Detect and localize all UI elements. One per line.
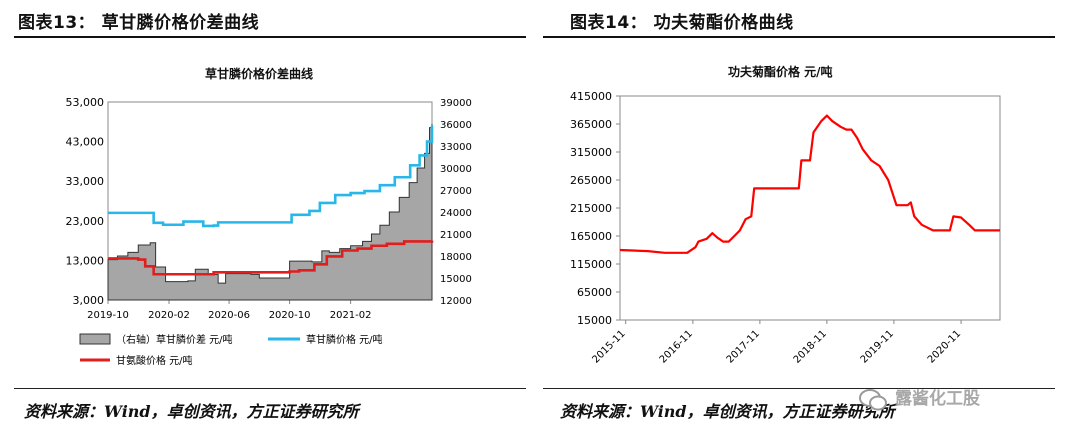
y-right-tick: 21000 <box>440 230 472 241</box>
y-right-tick: 15000 <box>440 274 472 285</box>
glyphosate-price-line <box>108 125 434 228</box>
left-panel-title: 图表13： 草甘膦价格价差曲线 <box>18 13 260 33</box>
legend-label-spread: （右轴）草甘膦价差 元/吨 <box>116 333 233 346</box>
x-tick-label: 2020-06 <box>208 310 250 321</box>
y-left-tick: 3,000 <box>73 294 105 307</box>
y-tick: 315000 <box>570 146 612 159</box>
x-tick-label: 2019-11 <box>859 328 896 365</box>
y-right-tick: 33000 <box>440 142 472 153</box>
left-top-rule <box>14 36 526 38</box>
cyhalothrin-price-line <box>619 114 1000 254</box>
y-right-tick: 12000 <box>440 296 472 307</box>
legend-label-glycine: 甘氨酸价格 元/吨 <box>116 354 193 367</box>
right-source: 资料来源：Wind，卓创资讯，方正证券研究所 <box>560 402 895 421</box>
y-left-tick: 33,000 <box>66 175 105 188</box>
y-tick: 15000 <box>577 314 612 327</box>
x-tick-label: 2021-02 <box>330 310 372 321</box>
x-tick-label: 2017-11 <box>725 328 762 365</box>
y-tick: 265000 <box>570 174 612 187</box>
y-left-tick: 13,000 <box>66 254 105 267</box>
legend-label-glyphosate: 草甘膦价格 元/吨 <box>306 333 383 346</box>
plot-frame <box>619 95 1001 321</box>
y-right-tick: 39000 <box>440 98 472 109</box>
glycine-price-line <box>108 240 434 276</box>
left-chart-title: 草甘膦价格价差曲线 <box>205 67 314 81</box>
cyhalothrin-chart: 15000 65000 115000 165000 215000 265000 315000… <box>570 90 1001 366</box>
y-right-tick: 30000 <box>440 164 472 175</box>
y-tick: 165000 <box>570 230 612 243</box>
glyphosate-chart: 3,000 13,000 23,000 33,000 43,000 53,000 12000… <box>66 96 472 367</box>
y-tick: 65000 <box>577 286 612 299</box>
x-tick-label: 2016-11 <box>658 328 695 365</box>
y-left-tick: 43,000 <box>66 136 105 149</box>
y-tick: 415000 <box>570 90 612 103</box>
legend-swatch-spread <box>79 333 111 345</box>
spread-area <box>107 124 433 301</box>
y-tick: 115000 <box>570 258 612 271</box>
y-tick: 215000 <box>570 202 612 215</box>
y-left-tick: 23,000 <box>66 215 105 228</box>
right-chart-title: 功夫菊酯价格 元/吨 <box>728 65 833 79</box>
x-tick-label: 2020-11 <box>926 328 963 365</box>
wechat-icon <box>859 389 887 411</box>
left-source: 资料来源：Wind，卓创资讯，方正证券研究所 <box>24 402 359 421</box>
x-tick-label: 2020-02 <box>148 310 190 321</box>
left-bottom-rule <box>14 388 526 389</box>
x-tick-label: 2018-11 <box>792 328 829 365</box>
y-right-tick: 24000 <box>440 208 472 219</box>
y-right-tick: 27000 <box>440 186 472 197</box>
x-tick-label: 2019-10 <box>87 310 129 321</box>
x-tick-label: 2015-11 <box>590 328 627 365</box>
watermark-text: 露酱化工股 <box>895 389 980 409</box>
y-left-tick: 53,000 <box>66 96 105 109</box>
right-panel-title: 图表14： 功夫菊酯价格曲线 <box>570 13 794 33</box>
right-top-rule <box>543 36 1055 38</box>
x-tick-label: 2020-10 <box>269 310 311 321</box>
y-right-tick: 18000 <box>440 252 472 263</box>
y-right-tick: 36000 <box>440 120 472 131</box>
y-tick: 365000 <box>570 118 612 131</box>
right-bottom-rule <box>543 388 1055 389</box>
